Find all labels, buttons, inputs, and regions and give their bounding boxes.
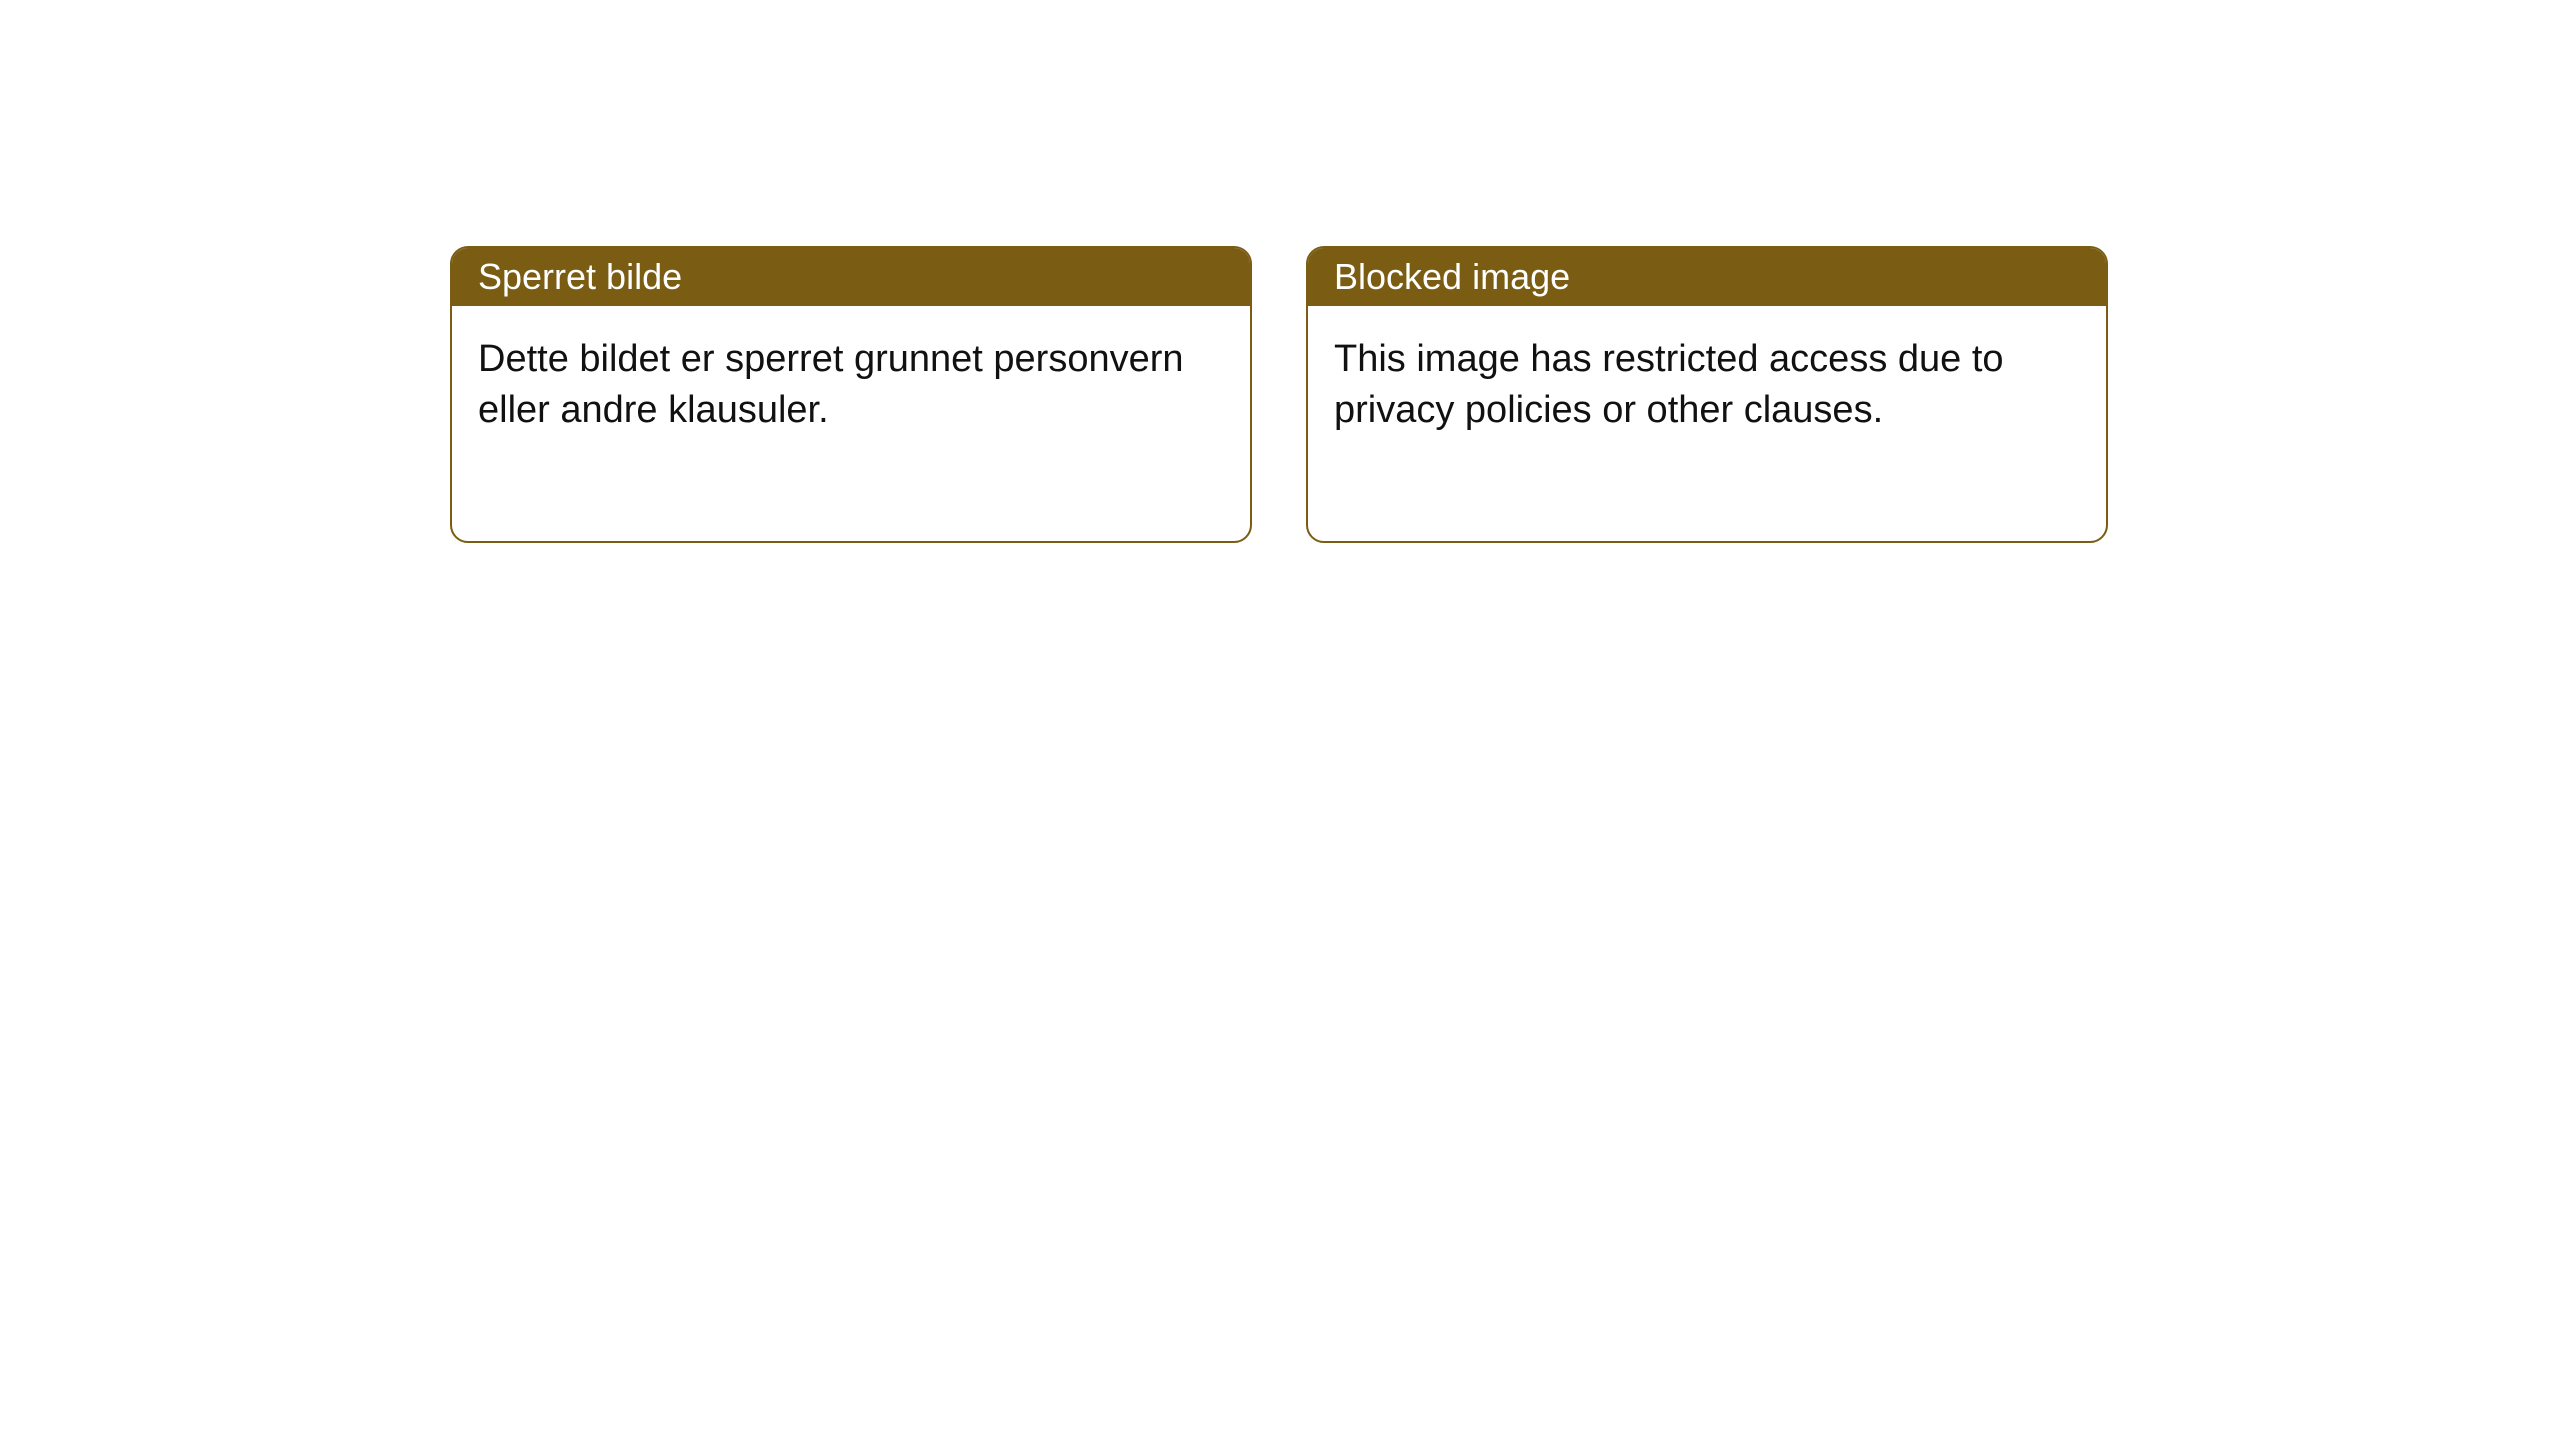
card-message: Dette bildet er sperret grunnet personve… xyxy=(478,338,1184,431)
blocked-image-card-en: Blocked image This image has restricted … xyxy=(1306,246,2108,543)
card-title: Sperret bilde xyxy=(478,256,682,297)
notice-container: Sperret bilde Dette bildet er sperret gr… xyxy=(450,246,2108,543)
card-title: Blocked image xyxy=(1334,256,1570,297)
blocked-image-card-no: Sperret bilde Dette bildet er sperret gr… xyxy=(450,246,1252,543)
card-body: Dette bildet er sperret grunnet personve… xyxy=(452,306,1250,541)
card-body: This image has restricted access due to … xyxy=(1308,306,2106,541)
card-header: Blocked image xyxy=(1308,248,2106,306)
card-message: This image has restricted access due to … xyxy=(1334,338,2004,431)
card-header: Sperret bilde xyxy=(452,248,1250,306)
